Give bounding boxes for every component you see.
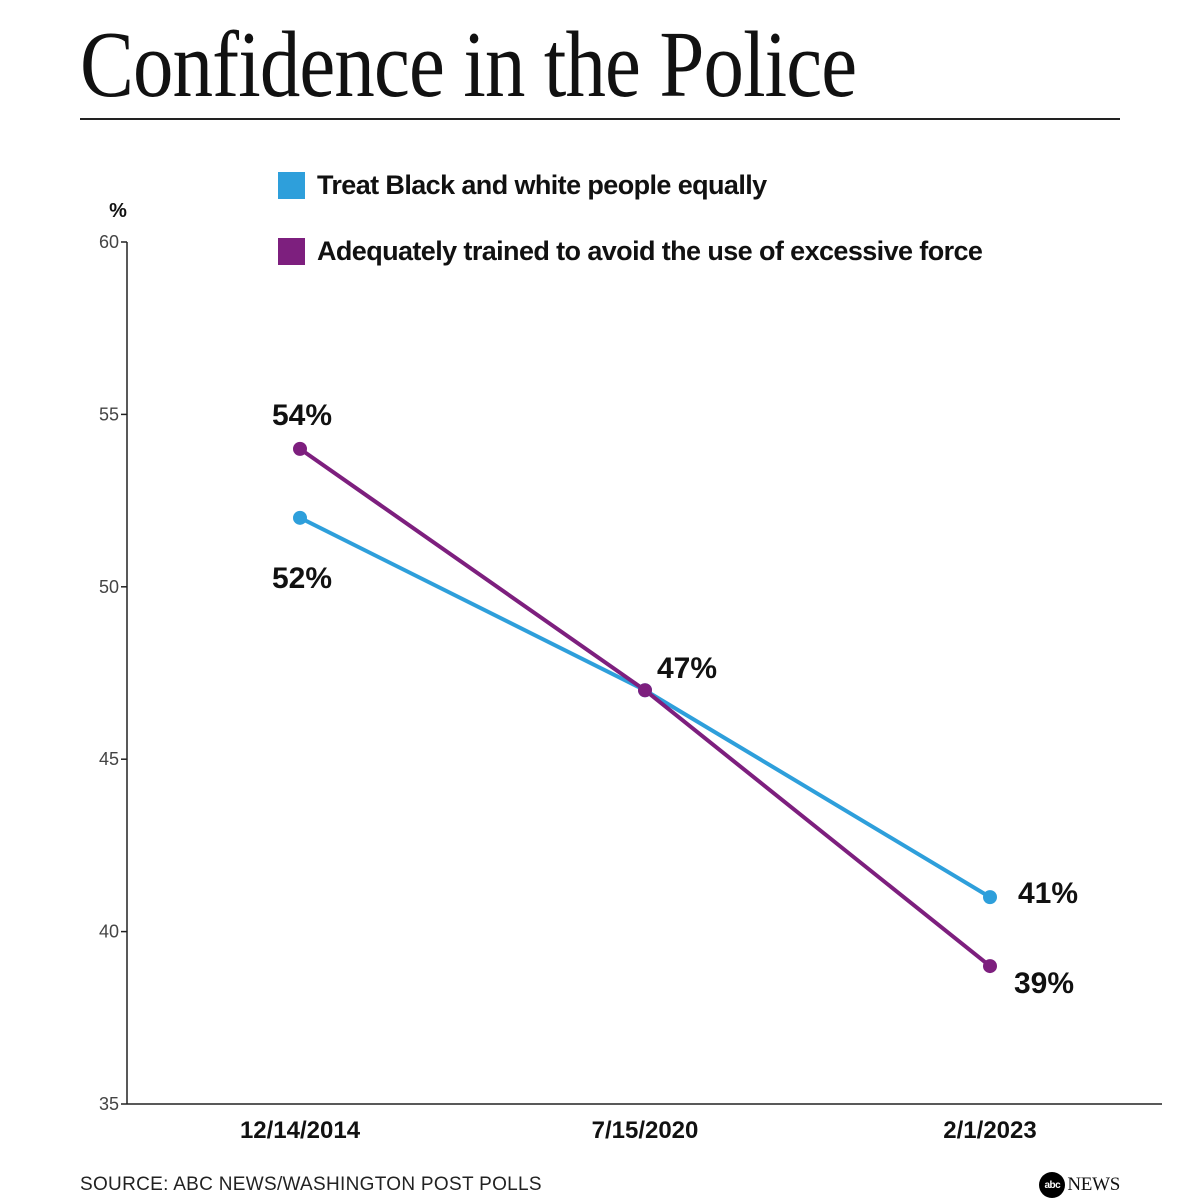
data-point-s2-2	[638, 683, 652, 698]
source-note: SOURCE: ABC NEWS/WASHINGTON POST POLLS	[80, 1174, 542, 1195]
abc-news-logo: abc NEWS	[1039, 1172, 1120, 1198]
x-tick-label: 7/15/2020	[592, 1117, 699, 1144]
legend-label: Adequately trained to avoid the use of e…	[317, 235, 983, 266]
news-logo-text: NEWS	[1067, 1174, 1120, 1195]
data-point-s2-1	[293, 441, 307, 456]
legend-swatch-blue	[278, 171, 305, 199]
y-axis-unit: %	[109, 200, 127, 222]
legend-swatch-purple	[278, 237, 305, 265]
abc-logo-mark: abc	[1039, 1172, 1066, 1198]
legend: Treat Black and white people equally Ade…	[278, 165, 983, 297]
data-label: 39%	[1014, 967, 1074, 1000]
title-divider	[80, 118, 1120, 120]
x-tick-label: 2/1/2023	[943, 1117, 1036, 1144]
data-point-s1-3	[983, 890, 997, 905]
legend-label: Treat Black and white people equally	[317, 169, 767, 200]
data-label: 52%	[272, 562, 332, 595]
data-point-s1-1	[293, 510, 307, 525]
data-point-s2-3	[983, 959, 997, 974]
legend-item-treat-equally: Treat Black and white people equally	[278, 165, 982, 205]
data-label: 47%	[657, 652, 717, 685]
y-tick-label: 55	[99, 404, 119, 424]
data-label: 54%	[272, 399, 332, 432]
data-label: 41%	[1018, 877, 1078, 910]
series-line-1	[299, 516, 992, 899]
y-tick-label: 35	[99, 1094, 119, 1114]
y-tick-label: 45	[99, 749, 119, 769]
chart-title: Confidence in the Police	[80, 13, 857, 117]
legend-item-excessive-force: Adequately trained to avoid the use of e…	[278, 231, 983, 271]
y-tick-label: 40	[99, 922, 119, 942]
y-tick-label: 60	[99, 232, 119, 252]
y-tick-label: 50	[99, 577, 119, 597]
series-line-2	[298, 447, 992, 968]
x-tick-label: 12/14/2014	[240, 1117, 361, 1144]
